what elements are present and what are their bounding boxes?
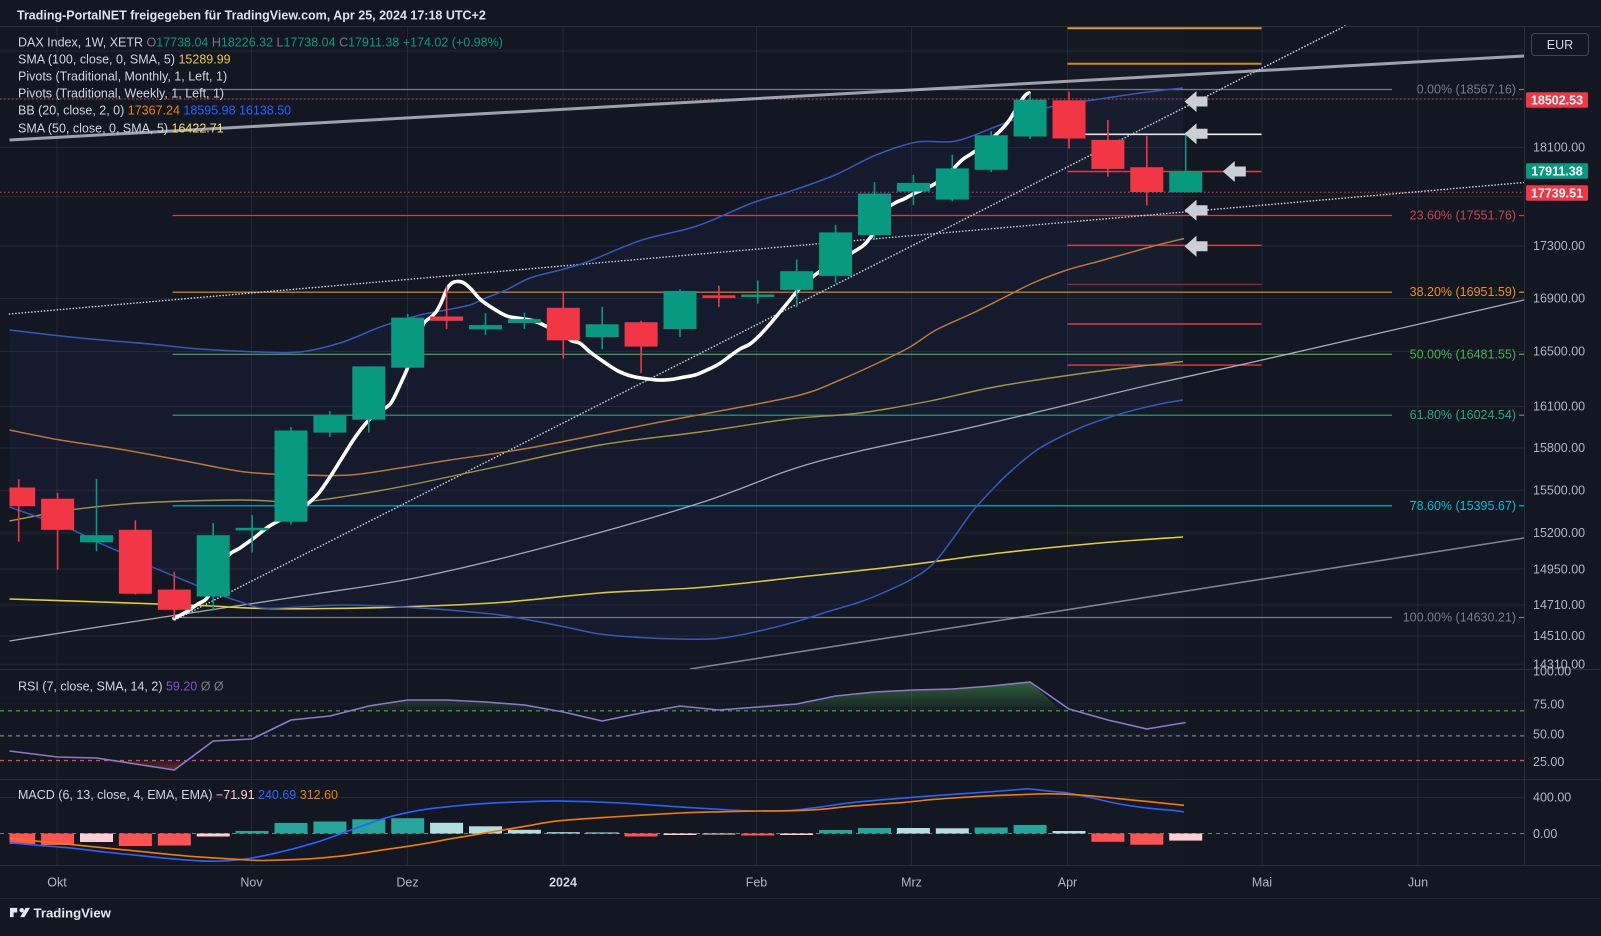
svg-text:0.00% (18567.16): 0.00% (18567.16) [1417, 83, 1516, 97]
svg-text:MACD (6, 13, close, 4, EMA, EM: MACD (6, 13, close, 4, EMA, EMA) −71.91 … [18, 788, 338, 802]
svg-text:Pivots (Traditional, Weekly, 1: Pivots (Traditional, Weekly, 1, Left, 1) [18, 87, 224, 101]
svg-text:14310.00: 14310.00 [1533, 658, 1585, 672]
svg-text:50.00% (16481.55): 50.00% (16481.55) [1410, 347, 1516, 361]
svg-text:SMA (50, close, 0, SMA, 5) 164: SMA (50, close, 0, SMA, 5) 16422.71 [18, 122, 224, 136]
svg-text:Feb: Feb [746, 876, 768, 890]
svg-text:2024: 2024 [549, 876, 577, 890]
svg-text:75.00: 75.00 [1533, 697, 1564, 711]
svg-text:100.00: 100.00 [1533, 665, 1571, 679]
svg-text:16500.00: 16500.00 [1533, 345, 1585, 359]
svg-text:14950.00: 14950.00 [1533, 562, 1585, 576]
svg-text:Nov: Nov [240, 876, 263, 890]
svg-text:15200.00: 15200.00 [1533, 526, 1585, 540]
svg-text:100.00% (14630.21): 100.00% (14630.21) [1403, 611, 1516, 625]
svg-text:Okt: Okt [47, 876, 67, 890]
svg-text:Pivots (Traditional, Monthly,: Pivots (Traditional, Monthly, 1, Left, 1… [18, 70, 227, 84]
svg-text:DAX Index, 1W, XETR O17738.04: DAX Index, 1W, XETR O17738.04 H18226.32 … [18, 36, 503, 50]
svg-text:RSI (7, close, SMA, 14, 2) 59.: RSI (7, close, SMA, 14, 2) 59.20 Ø Ø [18, 680, 224, 694]
svg-text:78.60% (15395.67): 78.60% (15395.67) [1410, 499, 1516, 513]
svg-text:EUR: EUR [1547, 38, 1573, 52]
svg-text:38.20% (16951.59): 38.20% (16951.59) [1410, 285, 1516, 299]
svg-text:15500.00: 15500.00 [1533, 484, 1585, 498]
svg-text:18502.53: 18502.53 [1531, 93, 1583, 107]
svg-text:18100.00: 18100.00 [1533, 141, 1585, 155]
svg-text:Apr: Apr [1058, 876, 1077, 890]
svg-text:0.00: 0.00 [1533, 827, 1557, 841]
svg-text:14510.00: 14510.00 [1533, 629, 1585, 643]
svg-text:23.60% (17551.76): 23.60% (17551.76) [1410, 209, 1516, 223]
svg-text:50.00: 50.00 [1533, 728, 1564, 742]
svg-text:15800.00: 15800.00 [1533, 441, 1585, 455]
svg-text:Dez: Dez [396, 876, 418, 890]
svg-text:SMA (100, close, 0, SMA, 5) 15: SMA (100, close, 0, SMA, 5) 15289.99 [18, 53, 231, 67]
svg-text:16900.00: 16900.00 [1533, 292, 1585, 306]
svg-text:14710.00: 14710.00 [1533, 598, 1585, 612]
svg-text:61.80% (16024.54): 61.80% (16024.54) [1410, 408, 1516, 422]
svg-text:400.00: 400.00 [1533, 791, 1571, 805]
svg-text:Mrz: Mrz [901, 876, 922, 890]
svg-text:Mai: Mai [1252, 876, 1272, 890]
svg-text:TradingView: TradingView [34, 905, 112, 920]
svg-text:Trading-PortalNET freigegeben: Trading-PortalNET freigegeben für Tradin… [17, 9, 486, 23]
svg-text:17739.51: 17739.51 [1531, 186, 1583, 200]
svg-text:Jun: Jun [1408, 876, 1428, 890]
svg-text:BB (20, close, 2, 0) 17367.24: BB (20, close, 2, 0) 17367.24 18595.98 1… [18, 104, 291, 118]
svg-text:17300.00: 17300.00 [1533, 239, 1585, 253]
svg-text:16100.00: 16100.00 [1533, 400, 1585, 414]
svg-text:25.00: 25.00 [1533, 755, 1564, 769]
svg-text:17911.38: 17911.38 [1531, 164, 1582, 178]
